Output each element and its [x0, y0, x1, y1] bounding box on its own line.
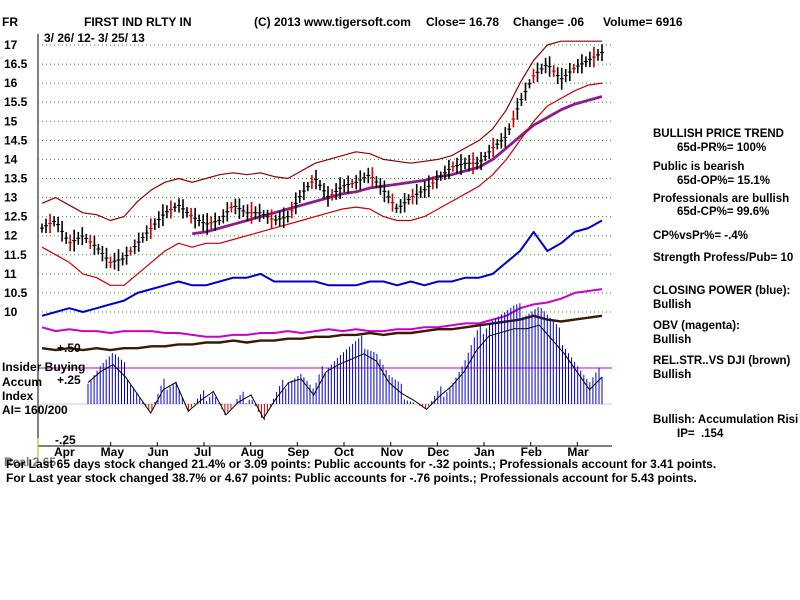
series-line	[41, 219, 603, 317]
month-label: Sep	[287, 445, 309, 459]
side-relstr-value: Bullish	[653, 369, 692, 381]
month-label: Jun	[147, 445, 168, 459]
month-label: Nov	[381, 445, 404, 459]
side-cpvspr: CP%vsPr%= -.4%	[653, 230, 748, 242]
month-label: Oct	[334, 445, 354, 459]
volume-value: Volume= 6916	[603, 15, 683, 29]
side-pr: 65d-PR%= 100%	[677, 142, 767, 154]
month-label: Apr	[54, 445, 75, 459]
y-tick-label: 16.5	[4, 57, 28, 71]
y-tick-label: 13.5	[4, 172, 28, 186]
month-label: Aug	[241, 445, 264, 459]
ticker-symbol: FR	[2, 15, 18, 29]
side-public: Public is bearish	[653, 161, 745, 173]
side-professionals: Professionals are bullish	[653, 193, 790, 205]
series-line	[41, 40, 602, 222]
y-tick-label: 16	[4, 76, 18, 90]
price-bars	[40, 44, 604, 271]
side-relstr: REL.STR..VS DJI (brown)	[653, 355, 791, 367]
month-label: Dec	[427, 445, 449, 459]
summary-last-year: For Last year stock changed 38.7% or 4.6…	[6, 471, 697, 485]
y-tick-label: 13	[4, 191, 18, 205]
side-obv-value: Bullish	[653, 334, 692, 346]
side-cp: 65d-CP%= 99.6%	[677, 206, 770, 218]
side-closing-power-value: Bullish	[653, 299, 692, 311]
company-name: FIRST IND RLTY IN	[84, 15, 192, 29]
y-tick-label: 10	[4, 305, 18, 319]
insider-buying-label: Insider Buying	[2, 360, 85, 374]
summary-65-days: For Last 65 days stock changed 21.4% or …	[6, 457, 716, 471]
y-tick-label: 11.5	[4, 248, 27, 262]
indicator-tick-minus-25: -.25	[55, 433, 76, 447]
month-label: Feb	[521, 445, 542, 459]
y-tick-label: 15.5	[4, 95, 28, 109]
month-label: May	[101, 445, 125, 459]
side-closing-power: CLOSING POWER (blue):	[653, 285, 791, 297]
month-labels: Apr May Jun Jul Aug Sep Oct Nov Dec Jan Feb Mar	[54, 442, 589, 459]
side-obv: OBV (magenta):	[653, 320, 740, 332]
y-tick-label: 12	[4, 229, 18, 243]
series-line	[192, 95, 603, 236]
y-tick-label: 14	[4, 152, 18, 166]
change-value: Change= .06	[513, 15, 584, 29]
y-tick-label: 12.5	[4, 210, 28, 224]
accumulation-index-bars	[87, 303, 603, 421]
side-accum-risk: Bullish: Accumulation Risi	[653, 414, 799, 426]
month-label: Jan	[474, 445, 495, 459]
side-strength: Strength Profess/Pub= 10	[653, 252, 794, 264]
indicator-tick-plus-50: +.50	[57, 341, 81, 355]
ai-value: AI= 160/200	[2, 403, 68, 417]
series-line	[41, 288, 603, 338]
price-axis-ticks: 17 16.5 16 15.5 15 14.5 14 13.5 13 12.5 12 11.5 11 10…	[4, 38, 28, 319]
month-label: Mar	[567, 445, 589, 459]
y-tick-label: 10.5	[4, 286, 28, 300]
index-label: Index	[2, 389, 34, 403]
y-tick-label: 15	[4, 114, 18, 128]
accum-ma-line	[87, 324, 603, 420]
series-line	[41, 314, 603, 352]
side-ip: IP= .154	[677, 428, 724, 440]
side-bullish-trend: BULLISH PRICE TREND	[653, 128, 784, 140]
close-value: Close= 16.78	[426, 15, 499, 29]
y-tick-label: 14.5	[4, 133, 28, 147]
month-label: Jul	[194, 445, 211, 459]
indicator-tick-plus-25: +.25	[57, 373, 81, 387]
series-line	[41, 82, 603, 286]
y-tick-label: 11	[4, 267, 17, 281]
price-series	[41, 40, 603, 352]
accum-label: Accum	[2, 375, 42, 389]
side-op: 65d-OP%= 15.1%	[677, 175, 771, 187]
y-tick-label: 17	[4, 38, 18, 52]
date-range: 3/ 26/ 12- 3/ 25/ 13	[44, 31, 145, 45]
copyright: (C) 2013 www.tigersoft.com	[254, 15, 411, 29]
summary-overlay-text: Real 2.65	[4, 455, 56, 469]
